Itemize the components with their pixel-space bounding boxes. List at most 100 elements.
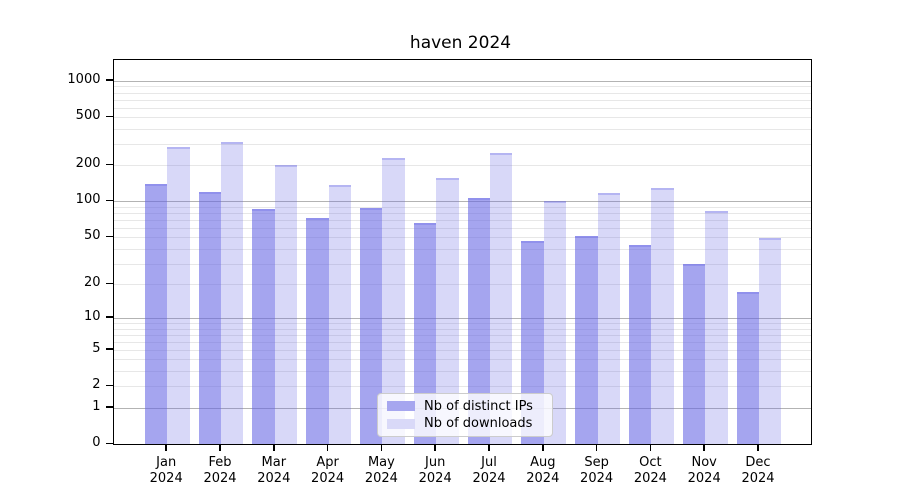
- bar-nb-of-downloads-jul: [490, 153, 513, 444]
- gridline-minor: [113, 263, 811, 265]
- x-axis-label-year: 2024: [580, 471, 614, 486]
- x-axis-tick: [380, 444, 383, 451]
- x-axis-tick: [434, 444, 436, 451]
- gridline-minor: [113, 219, 811, 221]
- y-axis-tick-label: 2: [92, 377, 101, 393]
- y-axis-tick-label: 5: [92, 340, 101, 356]
- gridline-minor: [113, 117, 811, 119]
- y-axis-tick-label: 10: [83, 308, 101, 324]
- gridline-minor: [113, 129, 811, 131]
- y-axis-tick-label: 1: [92, 398, 101, 414]
- legend-label-downloads: Nb of downloads: [424, 416, 533, 432]
- x-axis-label-year: 2024: [633, 471, 667, 486]
- gridline-minor: [113, 107, 811, 109]
- gridline-minor: [113, 165, 811, 167]
- x-axis-label-year: 2024: [526, 471, 560, 486]
- y-axis-tick: [105, 199, 113, 202]
- bar-nb-of-downloads-aug: [543, 201, 567, 444]
- x-axis-label-year: 2024: [149, 471, 183, 486]
- gridline-minor: [113, 349, 811, 351]
- bar-nb-of-distinct-ips-may: [360, 208, 383, 444]
- bar-nb-of-downloads-feb: [221, 141, 244, 444]
- gridline-minor: [113, 86, 811, 88]
- gridline-minor: [113, 334, 811, 336]
- legend-item-downloads: Nb of downloads: [378, 416, 552, 431]
- gridline-minor: [113, 359, 811, 361]
- legend-label-distinct-ips: Nb of distinct IPs: [424, 398, 533, 414]
- bar-nb-of-distinct-ips-feb: [198, 191, 221, 444]
- y-axis-tick: [105, 348, 113, 350]
- y-axis-tick-label: 500: [75, 108, 101, 124]
- gridline-minor: [113, 213, 811, 215]
- x-axis-tick: [757, 444, 759, 451]
- x-axis-label-year: 2024: [687, 471, 721, 486]
- x-axis-label-month: Sep: [584, 455, 609, 470]
- bar-nb-of-downloads-mar: [274, 165, 298, 444]
- y-axis-tick-label: 200: [75, 156, 101, 172]
- bar-nb-of-distinct-ips-apr: [306, 217, 329, 444]
- y-axis-tick-label: 100: [75, 192, 101, 208]
- y-axis-tick: [105, 163, 113, 166]
- bar-nb-of-distinct-ips-sep: [575, 236, 598, 444]
- x-axis-label-month: Aug: [530, 455, 556, 470]
- gridline-major: [113, 201, 811, 203]
- bar-nb-of-distinct-ips-mar: [252, 209, 275, 444]
- bar-nb-of-distinct-ips-dec: [736, 292, 759, 444]
- x-axis-label-month: Nov: [691, 455, 717, 470]
- y-axis-tick: [105, 384, 113, 387]
- gridline-minor: [113, 248, 811, 250]
- gridline-minor: [113, 323, 811, 324]
- legend-swatch-downloads: [387, 418, 415, 429]
- legend-swatch-distinct-ips: [387, 401, 415, 412]
- plot-area: [112, 59, 812, 445]
- gridline-minor: [113, 92, 811, 94]
- y-axis-tick: [105, 316, 113, 318]
- x-axis-label-year: 2024: [203, 471, 237, 486]
- bar-nb-of-distinct-ips-oct: [629, 245, 652, 444]
- legend-item-distinct-ips: Nb of distinct IPs: [378, 399, 552, 414]
- bar-nb-of-downloads-sep: [597, 193, 620, 444]
- legend: Nb of distinct IPs Nb of downloads: [377, 393, 553, 437]
- x-axis-label-year: 2024: [364, 471, 398, 486]
- bar-nb-of-downloads-apr: [328, 184, 351, 444]
- y-axis-tick-label: 0: [92, 435, 101, 450]
- x-axis-label-year: 2024: [472, 471, 506, 486]
- bar-nb-of-distinct-ips-jul: [467, 197, 490, 444]
- gridline-minor: [113, 144, 811, 146]
- gridline-minor: [113, 227, 811, 229]
- x-axis-tick: [219, 444, 221, 451]
- x-axis-label-year: 2024: [257, 471, 291, 486]
- x-axis-label-month: Jun: [425, 455, 446, 470]
- x-axis-tick: [649, 444, 652, 451]
- x-axis-label-month: May: [367, 455, 395, 470]
- x-axis-label-year: 2024: [418, 471, 452, 486]
- x-axis-label-month: Feb: [208, 455, 232, 470]
- y-axis-tick: [105, 282, 113, 284]
- x-axis-label-year: 2024: [311, 471, 345, 486]
- chart-title: haven 2024: [409, 33, 512, 53]
- gridline-minor: [113, 328, 811, 330]
- bar-nb-of-distinct-ips-jan: [144, 184, 168, 444]
- bar-nb-of-downloads-may: [382, 158, 405, 444]
- gridline-minor: [113, 237, 811, 239]
- x-axis-tick: [542, 444, 544, 451]
- gridline-major: [113, 80, 811, 82]
- x-axis-label-month: Dec: [745, 455, 771, 470]
- gridline-minor: [113, 386, 811, 388]
- x-axis-tick: [326, 444, 329, 451]
- gridline-minor: [113, 99, 811, 101]
- y-axis-tick: [105, 406, 113, 408]
- y-axis-tick-label: 1000: [67, 71, 101, 87]
- gridline-minor: [113, 371, 811, 373]
- x-axis-tick: [488, 444, 490, 451]
- x-axis-tick: [165, 444, 167, 451]
- y-axis-tick-label: 20: [83, 275, 101, 290]
- gridline-minor: [113, 341, 811, 343]
- bar-nb-of-downloads-jun: [436, 177, 459, 444]
- x-axis-label-month: Apr: [316, 455, 339, 470]
- x-axis-label-month: Jan: [156, 455, 177, 470]
- y-axis-tick: [105, 79, 113, 81]
- x-axis-label-month: Mar: [261, 455, 287, 470]
- x-axis-label-month: Jul: [481, 455, 497, 470]
- bar-nb-of-distinct-ips-jun: [413, 223, 437, 444]
